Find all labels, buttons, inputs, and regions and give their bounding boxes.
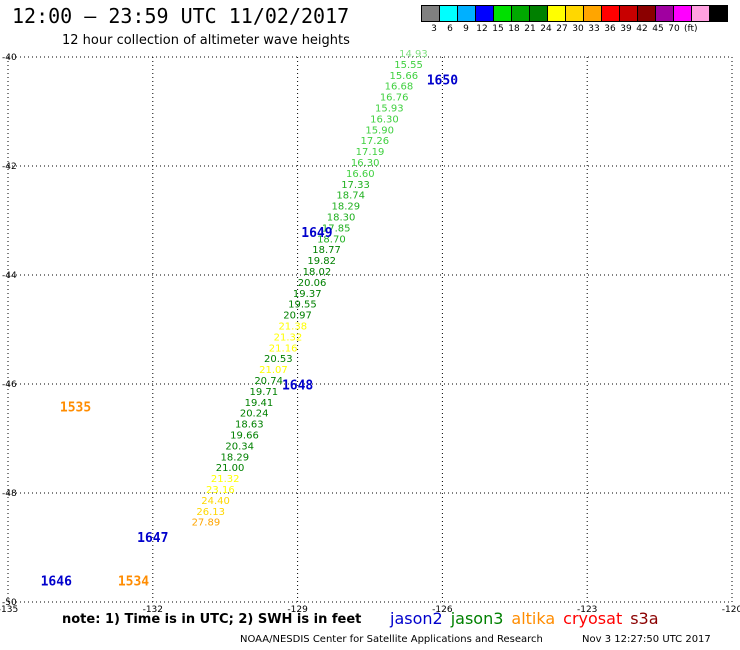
- page-title: 12:00 – 23:59 UTC 11/02/2017: [12, 4, 350, 28]
- track-id-label: 1648: [282, 378, 313, 393]
- swh-value-label: 23.16: [206, 485, 235, 496]
- track-id-label: 1647: [137, 531, 168, 546]
- legend-label: 27: [556, 24, 568, 34]
- legend-label: 39: [620, 24, 632, 34]
- track-id-label: 1646: [41, 575, 72, 590]
- y-tick-label: -42: [2, 162, 17, 172]
- track-id-label: 1650: [427, 73, 458, 88]
- swh-value-label: 17.33: [341, 180, 370, 191]
- y-tick-label: -48: [2, 489, 17, 499]
- satellite-s3a: s3a: [630, 609, 659, 628]
- legend-label: 45: [652, 24, 664, 34]
- satellite-cryosat: cryosat: [563, 609, 623, 628]
- credit-text: NOAA/NESDIS Center for Satellite Applica…: [240, 634, 543, 645]
- swh-value-label: 20.24: [240, 409, 269, 420]
- legend-label: 70: [668, 24, 680, 34]
- swh-value-label: 21.32: [211, 474, 240, 485]
- track-id-label: 1534: [118, 575, 149, 590]
- swh-value-label: 16.30: [351, 158, 380, 169]
- swh-value-label: 14.93: [399, 49, 428, 60]
- swh-value-label: 17.19: [356, 147, 385, 158]
- swh-value-label: 26.13: [196, 507, 225, 518]
- swh-value-label: 20.53: [264, 354, 293, 365]
- legend-label: 3: [431, 24, 437, 34]
- swh-value-label: 18.70: [317, 234, 346, 245]
- swh-value-label: 27.89: [192, 518, 221, 529]
- swh-value-label: 21.38: [278, 322, 307, 333]
- y-tick-label: -46: [2, 380, 17, 390]
- swh-value-label: 15.90: [365, 125, 394, 136]
- note-text: note: 1) Time is in UTC; 2) SWH is in fe…: [62, 612, 362, 627]
- swh-value-label: 20.74: [254, 376, 283, 387]
- swh-value-label: 16.30: [370, 114, 399, 125]
- y-tick-label: -50: [2, 598, 17, 608]
- legend-label: 30: [572, 24, 584, 34]
- legend-label: 9: [463, 24, 469, 34]
- legend-label: 36: [604, 24, 616, 34]
- legend-label: 6: [447, 24, 453, 34]
- page-subtitle: 12 hour collection of altimeter wave hei…: [62, 33, 350, 48]
- swh-value-label: 19.37: [293, 289, 322, 300]
- x-tick-label: -135: [0, 605, 18, 615]
- x-tick-label: -126: [432, 605, 453, 615]
- swh-value-label: 18.30: [327, 213, 356, 224]
- swh-value-label: 21.07: [259, 365, 288, 376]
- swh-value-label: 21.32: [274, 332, 303, 343]
- satellite-jason3: jason3: [450, 609, 504, 628]
- swh-value-label: 18.02: [303, 267, 332, 278]
- swh-value-label: 19.55: [288, 300, 317, 311]
- legend-label: 21: [524, 24, 536, 34]
- legend-label: 42: [636, 24, 648, 34]
- track-id-label: 1535: [60, 400, 91, 415]
- legend-label: 15: [492, 24, 504, 34]
- swh-value-label: 18.63: [235, 420, 264, 431]
- legend-swatches: [421, 5, 728, 22]
- swh-value-label: 19.71: [249, 387, 278, 398]
- swh-value-label: 15.93: [375, 104, 404, 115]
- y-tick-label: -44: [2, 271, 17, 281]
- swh-value-label: 16.68: [385, 82, 414, 93]
- swh-value-label: 18.74: [336, 191, 365, 202]
- legend-label: 12: [476, 24, 488, 34]
- swh-value-label: 18.29: [332, 202, 361, 213]
- swh-value-label: 15.55: [394, 60, 423, 71]
- legend-label: 24: [540, 24, 552, 34]
- satellite-altika: altika: [511, 609, 556, 628]
- x-tick-label: -120: [722, 605, 740, 615]
- legend-label: 33: [588, 24, 600, 34]
- timestamp: Nov 3 12:27:50 UTC 2017: [582, 634, 711, 645]
- swh-value-label: 17.85: [322, 223, 351, 234]
- x-tick-label: -123: [577, 605, 597, 615]
- swh-value-label: 20.34: [225, 441, 254, 452]
- swh-value-label: 16.60: [346, 169, 375, 180]
- legend-label: 18: [508, 24, 520, 34]
- satellite-legend: jason2 jason3 altika cryosat s3a: [390, 609, 667, 628]
- swh-value-label: 21.00: [216, 463, 245, 474]
- color-legend: 3 6 9 12 15 18 21 24 27 30 33 36 39 42 45 70 (ft): [421, 5, 728, 34]
- swh-value-label: 24.40: [201, 496, 230, 507]
- swh-value-label: 16.76: [380, 93, 409, 104]
- swh-value-label: 18.77: [312, 245, 341, 256]
- swh-value-label: 21.16: [269, 343, 298, 354]
- swh-value-label: 20.97: [283, 311, 312, 322]
- swh-value-label: 19.41: [245, 398, 274, 409]
- swh-value-label: 18.29: [221, 452, 250, 463]
- legend-swatch: [709, 5, 728, 22]
- swh-value-label: 19.66: [230, 431, 259, 442]
- legend-unit: (ft): [684, 24, 698, 34]
- satellite-jason2: jason2: [390, 609, 443, 628]
- swh-value-label: 15.66: [389, 71, 418, 82]
- legend-labels: 3 6 9 12 15 18 21 24 27 30 33 36 39 42 45 70 (ft): [426, 24, 727, 34]
- swh-value-label: 19.82: [307, 256, 336, 267]
- swh-value-label: 17.26: [361, 136, 390, 147]
- x-tick-label: -129: [287, 605, 308, 615]
- x-tick-label: -132: [143, 605, 163, 615]
- track-id-label: 1649: [301, 226, 332, 241]
- y-tick-label: -40: [2, 53, 17, 63]
- swh-value-label: 20.06: [298, 278, 327, 289]
